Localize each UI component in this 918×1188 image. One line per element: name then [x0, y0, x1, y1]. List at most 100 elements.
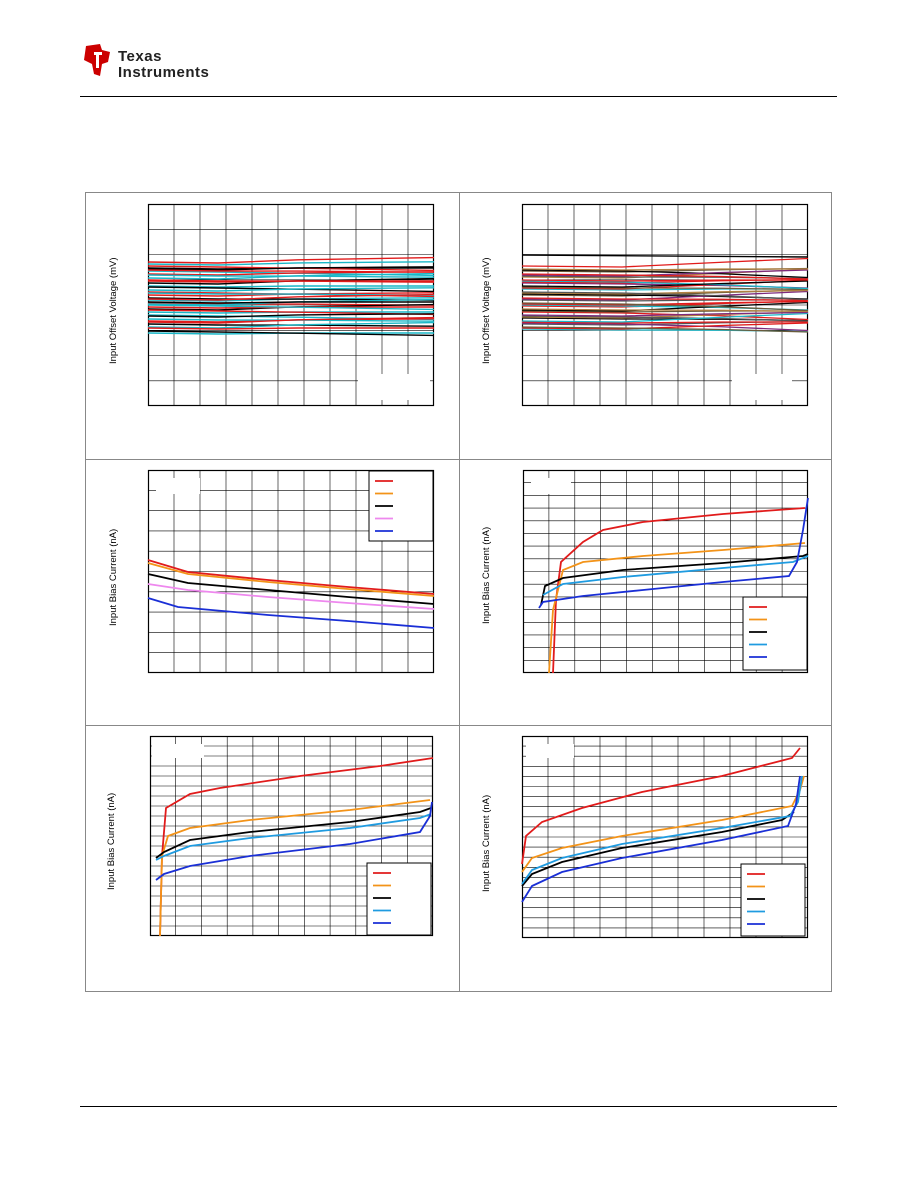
figure-row-divider-1 [85, 459, 832, 460]
data-trace [521, 326, 809, 333]
data-trace [147, 316, 435, 324]
data-trace [540, 553, 809, 606]
annotation-box [156, 478, 200, 494]
panel1-ylabel: Input Offset Voltage (mV) [108, 257, 119, 365]
bias-current-temp-plot [147, 469, 435, 674]
panel4-ylabel: Input Bias Current (nA) [481, 526, 492, 624]
annotation-box [152, 744, 204, 758]
data-trace [521, 311, 809, 317]
footer-rule [80, 1106, 837, 1107]
data-trace [521, 280, 809, 288]
data-trace [521, 269, 809, 277]
data-trace [147, 323, 435, 327]
bias-current-vcm-plot-1 [522, 469, 809, 674]
data-trace [521, 308, 809, 313]
data-trace [147, 583, 435, 610]
data-trace [147, 269, 435, 273]
data-trace [521, 321, 808, 324]
figure-column-divider [459, 192, 460, 992]
data-trace [147, 256, 435, 264]
panel2-ylabel: Input Offset Voltage (mV) [481, 257, 492, 365]
data-trace [147, 292, 435, 297]
data-trace [147, 330, 435, 337]
ti-logo: Texas Instruments [80, 40, 240, 84]
data-trace [521, 268, 808, 271]
data-trace [147, 332, 434, 335]
data-trace [521, 747, 801, 865]
data-trace [147, 301, 434, 304]
data-trace [147, 318, 435, 322]
data-trace [147, 304, 435, 311]
data-trace [521, 322, 809, 330]
data-trace [521, 286, 809, 291]
data-trace [521, 290, 809, 301]
data-trace [159, 757, 434, 937]
data-trace [147, 265, 435, 272]
panel3-ylabel: Input Bias Current (nA) [108, 528, 119, 626]
data-trace [147, 266, 435, 271]
logo-texas: Texas [118, 48, 162, 65]
data-trace [155, 801, 433, 881]
data-trace [521, 775, 801, 903]
bias-current-vcm-plot-2 [149, 735, 434, 937]
data-trace [147, 313, 435, 318]
data-trace [147, 286, 435, 293]
data-trace [147, 285, 434, 288]
data-trace [147, 559, 435, 595]
data-trace [147, 261, 435, 266]
data-trace [538, 497, 809, 609]
data-trace [147, 272, 435, 280]
legend-box [742, 596, 808, 671]
data-trace [521, 322, 809, 332]
data-trace [147, 562, 435, 597]
data-trace [147, 327, 434, 330]
data-trace [521, 301, 809, 312]
data-trace [521, 300, 809, 306]
data-trace [155, 807, 432, 859]
data-trace [542, 555, 809, 596]
logo-instruments: Instruments [118, 64, 210, 81]
data-trace [147, 287, 435, 292]
ti-logo-icon [84, 44, 110, 76]
annotation-box [732, 374, 792, 400]
data-trace [147, 309, 435, 316]
data-trace [147, 293, 435, 301]
offset-voltage-plot-2 [521, 203, 809, 407]
data-trace [147, 297, 435, 302]
data-trace [521, 315, 809, 322]
data-trace [521, 811, 795, 887]
data-trace [147, 311, 434, 314]
data-trace [147, 292, 435, 296]
data-trace [521, 269, 809, 279]
data-trace [155, 813, 432, 861]
figure-row-divider-2 [85, 725, 832, 726]
data-trace [521, 297, 809, 302]
figure-grid [85, 192, 832, 992]
data-trace [521, 257, 809, 268]
data-trace [548, 542, 806, 674]
data-trace [521, 254, 809, 258]
data-trace [147, 277, 435, 285]
data-trace [147, 597, 435, 629]
data-trace [521, 273, 809, 280]
data-trace [147, 303, 435, 311]
data-trace [147, 274, 435, 278]
header-rule [80, 96, 837, 97]
data-trace [521, 279, 808, 282]
annotation-box [531, 478, 571, 494]
offset-voltage-plot-1 [147, 203, 435, 407]
data-trace [521, 291, 809, 301]
data-trace [147, 280, 434, 283]
data-trace [521, 312, 809, 323]
data-trace [147, 321, 435, 329]
panel6-ylabel: Input Bias Current (nA) [481, 794, 492, 892]
bias-current-vcm-plot-3 [521, 735, 809, 939]
annotation-box [526, 744, 574, 758]
panel5-ylabel: Input Bias Current (nA) [106, 792, 117, 890]
data-trace [521, 280, 809, 290]
data-trace [147, 306, 434, 309]
data-trace [147, 298, 435, 306]
data-trace [521, 289, 809, 295]
annotation-box [358, 374, 430, 400]
data-trace [521, 302, 809, 312]
